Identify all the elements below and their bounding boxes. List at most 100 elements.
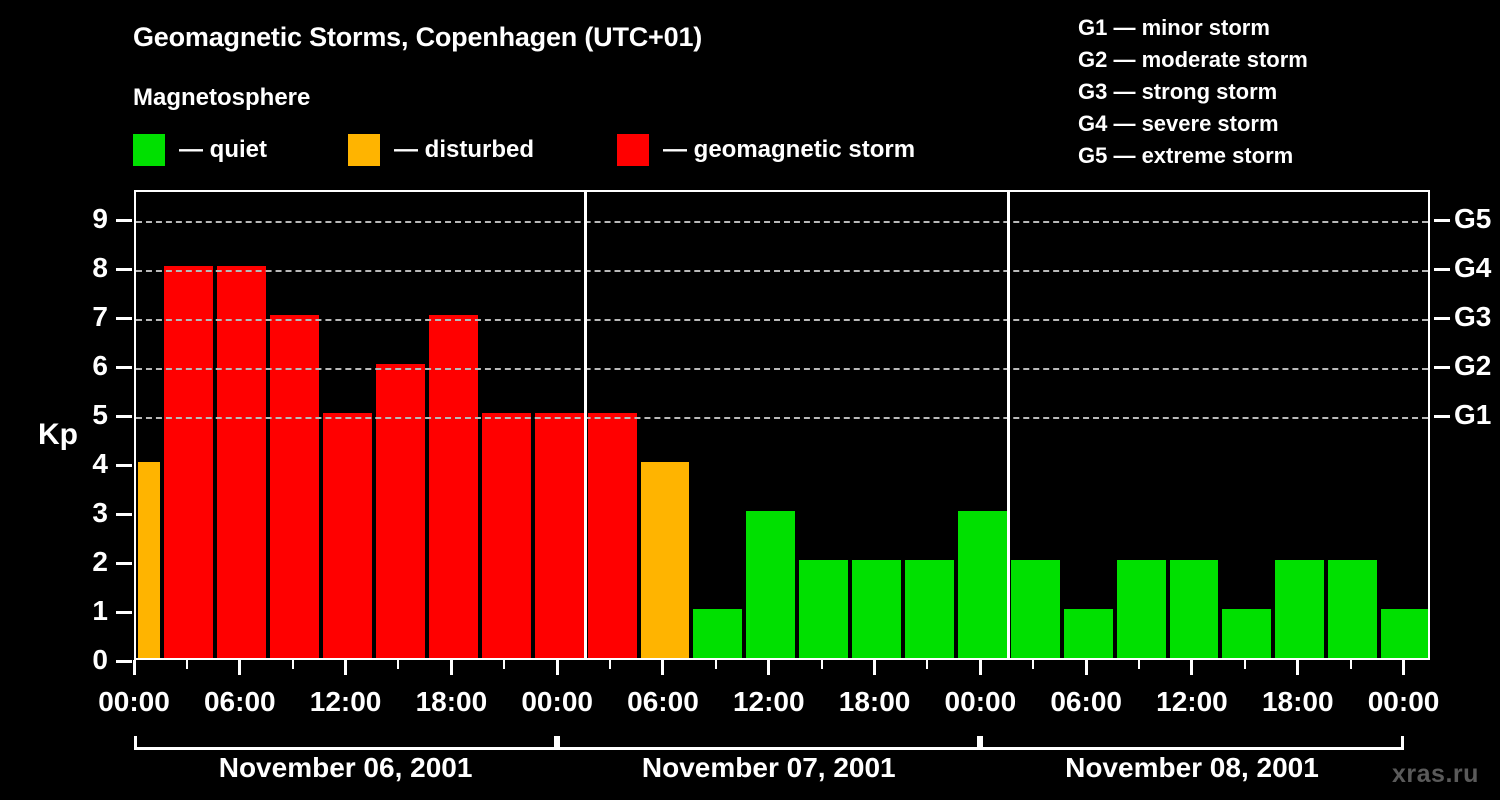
x-tick-minor [926, 660, 929, 669]
y-tick-mark-5 [116, 415, 132, 419]
g-tick-mark-G1 [1434, 415, 1450, 419]
g-tick-label-G4: G4 [1454, 252, 1492, 284]
y-tick-mark-8 [116, 268, 132, 272]
y-axis-right-g-scale: G1 G2 G3 G4 G5 [1430, 0, 1500, 800]
x-tick-major [555, 660, 559, 675]
bar [323, 413, 373, 658]
x-tick-minor [1243, 660, 1246, 669]
y-tick-mark-0 [116, 660, 132, 663]
x-tick-major [767, 660, 771, 675]
g-tick-label-G3: G3 [1454, 301, 1492, 333]
bar [746, 511, 796, 658]
x-axis-label: 06:00 [1050, 686, 1122, 717]
x-axis-label: 18:00 [1261, 686, 1334, 717]
g-tick-mark-G3 [1434, 317, 1450, 321]
x-axis-label: 06:00 [203, 686, 276, 717]
x-tick-minor [820, 660, 823, 669]
watermark: xras.ru [1392, 760, 1479, 788]
y-axis-left: 0 1 2 3 4 5 6 7 8 9 [54, 0, 132, 800]
y-axis-title: Kp [38, 418, 78, 451]
chart-subtitle: Magnetosphere [133, 84, 311, 111]
y-tick-label-4: 4 [92, 448, 108, 480]
legend-item-quiet: — quiet [133, 132, 267, 168]
legend-swatch-quiet [133, 134, 165, 166]
g-scale-row-5: G5 — extreme storm [1078, 143, 1294, 168]
bar [1063, 609, 1113, 658]
x-axis-labels: 00:00 06:00 12:00 18:00 00:00 06:00 12:00 18:00… [0, 686, 1500, 726]
bar [1169, 560, 1219, 658]
x-tick-minor [1349, 660, 1352, 669]
x-tick-major [873, 660, 877, 675]
day-bracket-1 [134, 736, 558, 750]
x-tick-major [132, 660, 136, 675]
bar [164, 266, 214, 658]
bar [1010, 560, 1060, 658]
g-scale-row-1: G1 — minor storm [1078, 15, 1270, 40]
g-scale-row-3: G3 — strong storm [1078, 79, 1278, 104]
g-tick-mark-G2 [1434, 366, 1450, 370]
x-axis-label: 18:00 [838, 686, 911, 717]
x-axis-label: 12:00 [1156, 686, 1228, 717]
y-tick-label-6: 6 [92, 350, 108, 382]
bar [428, 315, 478, 658]
day-label: November 07, 2001 [641, 752, 896, 783]
bar [481, 413, 531, 658]
g-scale-legend: G1 — minor storm G2 — moderate storm G3 — … [1078, 12, 1308, 172]
y-tick-label-0: 0 [92, 644, 108, 675]
plot-area [134, 190, 1430, 660]
x-tick-major [661, 660, 665, 675]
bar [957, 511, 1007, 658]
day-bracket-2 [557, 736, 981, 750]
y-tick-mark-2 [116, 562, 132, 566]
bar [799, 560, 849, 658]
bar [905, 560, 954, 658]
bar [693, 609, 743, 658]
x-axis-label: 00:00 [1367, 686, 1440, 717]
bar [1275, 560, 1325, 658]
x-tick-minor [1032, 660, 1035, 669]
y-tick-label-9: 9 [92, 203, 108, 235]
y-tick-label-5: 5 [92, 399, 108, 431]
gridline-kp-9 [136, 221, 1428, 224]
bar [1222, 609, 1272, 658]
x-tick-major [449, 660, 453, 675]
x-axis-label: 00:00 [98, 686, 170, 717]
y-tick-mark-1 [116, 611, 132, 615]
g-scale-row-4: G4 — severe storm [1078, 111, 1279, 136]
x-tick-major [1084, 660, 1088, 675]
x-tick-major [1296, 660, 1300, 675]
x-tick-minor [714, 660, 717, 669]
x-tick-major [978, 660, 982, 675]
day-label: November 06, 2001 [218, 752, 473, 783]
x-tick-major [344, 660, 348, 675]
y-tick-label-8: 8 [92, 252, 108, 284]
x-tick-major [238, 660, 242, 675]
x-axis-label: 06:00 [627, 686, 699, 717]
bar [138, 462, 161, 658]
gridline-kp-6 [136, 368, 1428, 371]
bar [534, 413, 584, 658]
day-separator-2 [1007, 192, 1011, 658]
g-tick-mark-G4 [1434, 268, 1450, 272]
g-tick-label-G5: G5 [1454, 203, 1492, 235]
legend-label-storm: — geomagnetic storm [663, 136, 916, 163]
bar [852, 560, 901, 658]
x-axis-label: 18:00 [415, 686, 488, 717]
y-tick-mark-9 [116, 219, 132, 223]
day-bracket-3 [980, 736, 1404, 750]
g-tick-mark-G5 [1434, 219, 1450, 223]
bar [1116, 560, 1166, 658]
bar [587, 413, 637, 658]
x-axis-label: 00:00 [944, 686, 1017, 717]
x-axis-label: 12:00 [732, 686, 805, 717]
bar [1328, 560, 1378, 658]
x-tick-minor [1138, 660, 1141, 669]
x-axis-label: 00:00 [521, 686, 593, 717]
y-tick-label-3: 3 [92, 497, 108, 529]
legend-label-disturbed: — disturbed [394, 136, 535, 163]
x-tick-minor [503, 660, 506, 669]
y-tick-mark-4 [116, 464, 132, 468]
bar [376, 364, 425, 658]
legend-swatch-disturbed [348, 134, 380, 166]
